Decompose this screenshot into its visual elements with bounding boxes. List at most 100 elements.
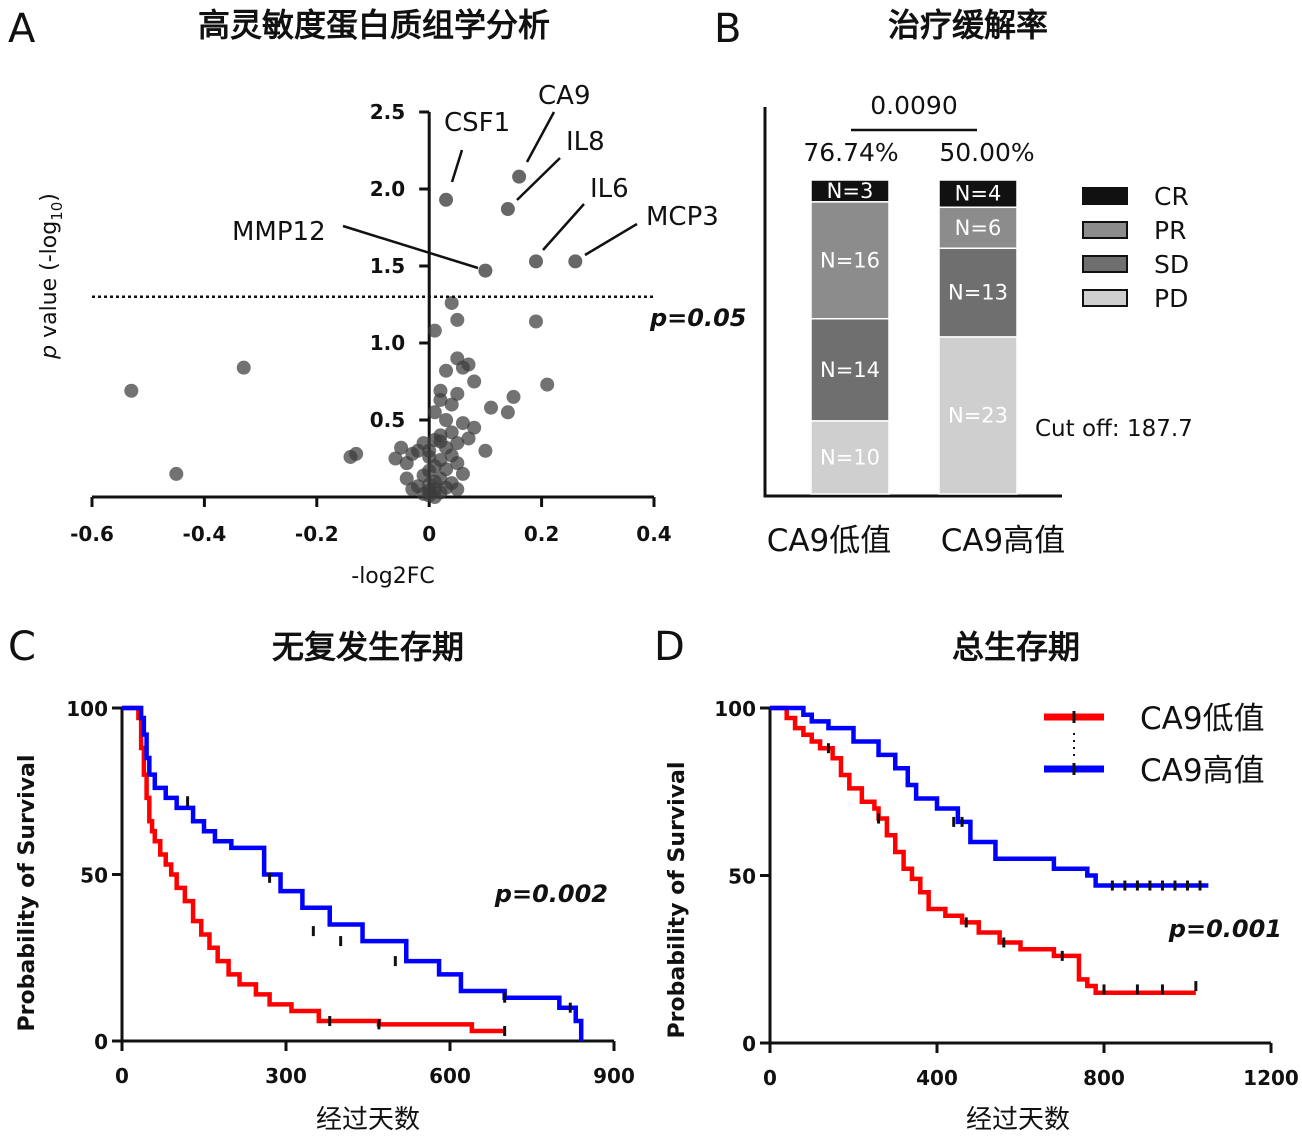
- data-point: [236, 360, 251, 375]
- x-tick-label: 0.2: [524, 522, 559, 546]
- panel-d: D 总生存期 0 400 800 1200 0 50 100 Probability of …: [654, 624, 1299, 1135]
- panel-c: C 无复发生存期 0 300 600 900 0 50 100 Probability of…: [8, 624, 635, 1135]
- panel-c-axes: 0 300 600 900 0 50 100: [66, 697, 635, 1088]
- legend-label: PR: [1154, 216, 1186, 245]
- y-tick-label: 1.0: [370, 331, 405, 355]
- panel-c-xlabel: 经过天数: [316, 1105, 420, 1135]
- threshold-label: p=0.05: [649, 304, 747, 332]
- panel-c-letter: C: [8, 624, 36, 670]
- labeled-point: [439, 192, 454, 207]
- panel-c-ylabel: Probability of Survival: [15, 755, 40, 1032]
- data-point: [388, 451, 403, 466]
- legend-swatch: [1082, 255, 1128, 273]
- data-point: [467, 420, 482, 435]
- data-point: [450, 436, 465, 451]
- data-point: [124, 383, 139, 398]
- ylabel-p: p: [37, 345, 62, 360]
- comparison-p: 0.0090: [870, 91, 957, 120]
- data-point: [169, 466, 184, 481]
- panel-a-letter: A: [8, 6, 36, 52]
- segment-label: N=16: [820, 248, 880, 272]
- y-tick-label: 1.5: [370, 254, 405, 278]
- data-point: [399, 471, 414, 486]
- segment-label: N=23: [948, 404, 1008, 428]
- survival-curve: [770, 705, 1209, 888]
- y-tick-label: 0: [94, 1030, 108, 1054]
- legend-label: CA9低值: [1140, 701, 1265, 737]
- data-point: [450, 351, 465, 366]
- gene-label: MMP12: [232, 217, 326, 247]
- x-tick-label: 400: [916, 1066, 958, 1090]
- panel-a-xlabel: -log2FC: [351, 564, 435, 589]
- data-point: [461, 357, 476, 372]
- x-tick-label: -0.4: [183, 522, 227, 546]
- data-point: [349, 446, 364, 461]
- data-point: [439, 363, 454, 378]
- data-point: [484, 400, 499, 415]
- data-point: [455, 416, 470, 431]
- panel-b-letter: B: [714, 6, 741, 52]
- panel-b: B 治疗缓解率 N=3 N=16 N=14 N=10 N=4 N=6 N=13 N=23 0.…: [714, 6, 1193, 559]
- percent-label-low: 76.74%: [803, 138, 898, 167]
- legend-swatch: [1082, 187, 1128, 205]
- x-tick-label: 1200: [1243, 1066, 1299, 1090]
- data-point: [540, 377, 555, 392]
- category-low: CA9低值: [767, 523, 892, 559]
- data-point: [422, 443, 437, 458]
- data-point: [461, 431, 476, 446]
- panel-d-pvalue: p=0.001: [1168, 915, 1282, 943]
- percent-label-high: 50.00%: [939, 138, 1034, 167]
- panel-a-axes: -0.6 -0.4 -0.2 0 0.2 0.4 0.5 1.0 1.5 2.0 2.5: [70, 100, 672, 546]
- y-tick-label: 100: [66, 697, 108, 721]
- ylabel-value: value (-log: [37, 221, 62, 345]
- segment-label: N=14: [820, 358, 880, 382]
- cutoff-annotation: Cut off: 187.7: [1035, 416, 1193, 442]
- y-tick-label: 50: [728, 865, 756, 889]
- legend-swatch: [1082, 289, 1128, 307]
- x-tick-label: 0: [422, 522, 436, 546]
- legend-swatch: [1082, 221, 1128, 239]
- data-point: [450, 482, 465, 497]
- panel-b-axes: [763, 107, 1062, 498]
- labeled-point: [528, 254, 543, 269]
- labeled-point: [512, 169, 527, 184]
- data-point: [444, 295, 459, 310]
- y-tick-label: 2.5: [370, 100, 405, 124]
- segment-label: N=6: [955, 216, 1002, 240]
- leader-line: [516, 157, 561, 201]
- data-point: [439, 413, 454, 427]
- panel-a-points: [124, 169, 583, 504]
- x-tick-label: -0.6: [70, 522, 114, 546]
- x-tick-label: 0: [115, 1064, 129, 1088]
- y-tick-label: 100: [714, 697, 756, 721]
- bar-segment: [938, 336, 1018, 495]
- bar-segment: [938, 247, 1018, 338]
- segment-label: N=3: [827, 179, 874, 203]
- segment-label: N=13: [948, 281, 1008, 305]
- x-tick-label: 900: [593, 1064, 635, 1088]
- data-point: [444, 425, 459, 440]
- bar-segment: [810, 317, 890, 422]
- bar-segment: [810, 201, 890, 320]
- panel-a: A 高灵敏度蛋白质组学分析 -0.6 -0.4 -0.2 0 0.2 0.4 0.5 1.0 1…: [8, 6, 747, 589]
- panel-a-title: 高灵敏度蛋白质组学分析: [198, 6, 550, 44]
- survival-curve: [122, 705, 505, 1034]
- data-point: [506, 389, 521, 404]
- leader-line: [584, 222, 638, 257]
- x-tick-label: 600: [429, 1064, 471, 1088]
- data-point: [444, 448, 459, 463]
- data-point: [450, 312, 465, 327]
- panel-d-axes: 0 400 800 1200 0 50 100: [714, 697, 1299, 1090]
- x-tick-label: 0.4: [636, 522, 671, 546]
- panel-d-xlabel: 经过天数: [966, 1105, 1070, 1135]
- data-point: [427, 490, 442, 504]
- y-tick-label: 50: [80, 864, 108, 888]
- x-tick-label: 300: [265, 1064, 307, 1088]
- panel-d-ylabel: Probability of Survival: [665, 762, 690, 1039]
- labeled-point: [478, 263, 493, 278]
- legend-label: SD: [1154, 250, 1189, 279]
- survival-curve: [122, 705, 584, 1041]
- x-tick-label: 800: [1083, 1066, 1125, 1090]
- panel-d-title: 总生存期: [952, 628, 1080, 666]
- labeled-point: [568, 254, 583, 269]
